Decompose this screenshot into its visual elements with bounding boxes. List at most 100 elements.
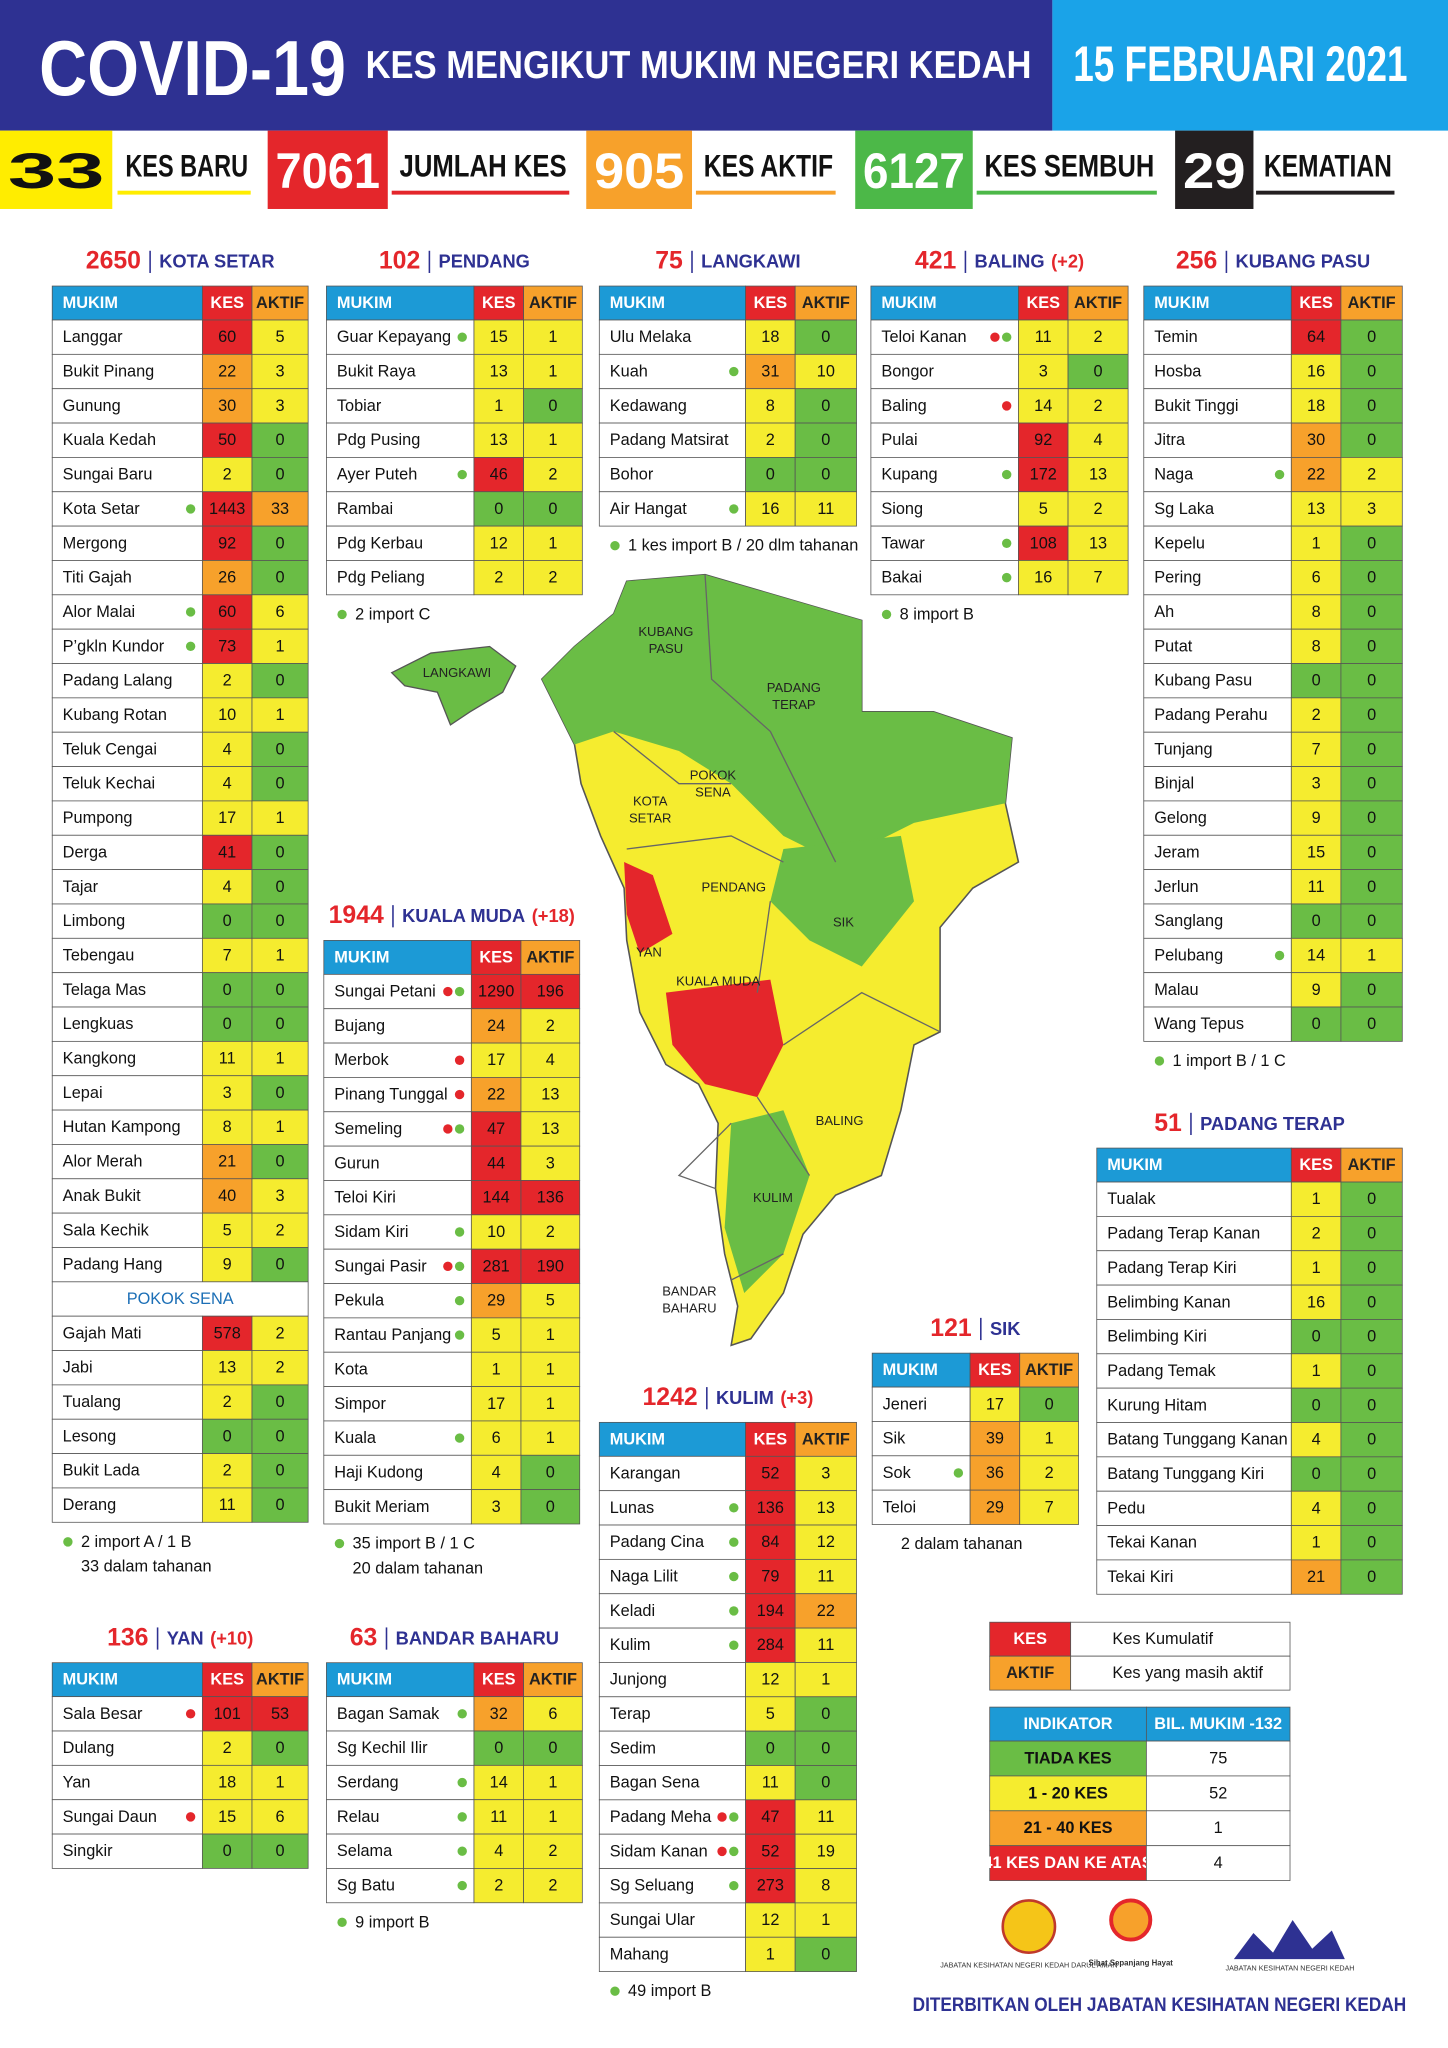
district-total: 421	[915, 248, 957, 275]
aktif-value: 136	[537, 1189, 564, 1207]
mukim-name: Bukit Lada	[63, 1462, 141, 1480]
mukim-name: Relau	[337, 1808, 380, 1826]
column-header: AKTIF	[529, 1671, 577, 1689]
aktif-cell	[794, 422, 857, 458]
kes-value: 17	[487, 1395, 505, 1413]
logo-caption: Sihat Sepanjang Hayat	[1089, 1959, 1174, 1968]
aktif-cell	[1340, 560, 1403, 596]
aktif-cell	[1340, 1387, 1403, 1423]
summary-label: KES AKTIF	[704, 148, 833, 183]
kes-cell	[201, 731, 253, 767]
mukim-cell	[598, 388, 746, 424]
kes-value: 2	[494, 569, 503, 587]
aktif-value: 1	[546, 1429, 555, 1447]
map-label: PADANG TERAP	[767, 680, 821, 712]
map-label: YAN	[636, 945, 662, 960]
aktif-cell	[251, 422, 309, 458]
indicator-label: 21 - 40 KES	[1024, 1819, 1113, 1837]
aktif-cell	[1340, 903, 1403, 939]
aktif-value: 0	[1367, 534, 1376, 552]
aktif-cell	[520, 1386, 581, 1422]
aktif-cell	[520, 1008, 581, 1044]
mukim-name: Jerlun	[1154, 878, 1198, 896]
aktif-value: 0	[821, 1945, 830, 1963]
mukim-cell	[1096, 1490, 1292, 1526]
mukim-cell	[1096, 1181, 1292, 1217]
kes-cell	[969, 1386, 1021, 1422]
mukim-name: Teloi Kiri	[334, 1189, 396, 1207]
mukim-cell	[870, 422, 1019, 458]
mukim-name: Sg Kechil Ilir	[337, 1739, 428, 1757]
aktif-value: 0	[276, 1427, 285, 1445]
status-dot	[729, 1503, 739, 1513]
status-dot	[457, 1812, 467, 1822]
indicator-count: 52	[1209, 1784, 1227, 1802]
mukim-name: Sungai Pasir	[334, 1257, 427, 1275]
kes-cell	[1018, 353, 1069, 390]
mukim-cell	[326, 388, 475, 424]
aktif-cell	[794, 1593, 857, 1629]
aktif-cell	[251, 1350, 309, 1386]
district-name: POKOK SENA	[127, 1290, 234, 1308]
aktif-cell	[1019, 1386, 1079, 1422]
status-dot	[729, 366, 739, 377]
kes-value: 2	[1312, 1225, 1321, 1243]
aktif-cell	[251, 319, 309, 355]
mukim-cell	[870, 560, 1019, 596]
mukim-cell	[51, 491, 203, 527]
aktif-cell	[520, 1214, 581, 1250]
mukim-name: Sedim	[610, 1739, 656, 1757]
kes-cell	[745, 1868, 796, 1904]
mukim-name: Padang Matsirat	[610, 431, 729, 449]
aktif-value: 0	[276, 981, 285, 999]
mukim-name: Serdang	[337, 1774, 399, 1792]
kes-value: 18	[218, 1774, 236, 1792]
mukim-cell	[1096, 1250, 1292, 1286]
aktif-cell	[520, 1145, 581, 1181]
aktif-value: 13	[541, 1086, 559, 1104]
logo	[1001, 1899, 1057, 1954]
district-change: (+18)	[532, 905, 575, 926]
kes-value: 281	[483, 1257, 510, 1275]
aktif-value: 1	[276, 1050, 285, 1068]
header-cell	[745, 285, 796, 321]
kes-value: 172	[1030, 466, 1057, 484]
aktif-value: 0	[821, 1705, 830, 1723]
status-dot	[185, 641, 196, 652]
mukim-name: Gurun	[334, 1154, 379, 1172]
kes-value: 11	[1035, 328, 1052, 346]
aktif-cell	[251, 1178, 309, 1214]
mukim-name: Putat	[1154, 637, 1193, 655]
aktif-value: 0	[1367, 1328, 1376, 1346]
aktif-value: 2	[1094, 397, 1103, 415]
kes-cell	[1290, 903, 1342, 939]
aktif-value: 0	[1367, 397, 1376, 415]
mukim-name: Jeram	[1154, 843, 1199, 861]
kes-value: 1290	[478, 983, 514, 1001]
kes-value: 8	[223, 1118, 232, 1136]
column-header: AKTIF	[1025, 1361, 1073, 1379]
mukim-name: Belimbing Kiri	[1107, 1328, 1207, 1346]
aktif-value: 0	[1045, 1395, 1054, 1413]
status-dot	[717, 1846, 727, 1857]
aktif-cell	[1340, 1525, 1403, 1561]
mukim-name: Junjong	[610, 1671, 667, 1689]
kes-cell	[1018, 491, 1069, 527]
aktif-value: 1	[276, 809, 285, 827]
mukim-name: Sala Besar	[63, 1705, 143, 1723]
aktif-cell	[251, 560, 309, 596]
kes-value: 0	[1312, 1396, 1321, 1414]
header-cell	[1340, 1147, 1403, 1183]
aktif-value: 0	[276, 843, 285, 861]
status-dot	[443, 986, 453, 997]
mukim-cell	[1143, 628, 1292, 664]
aktif-cell	[251, 663, 309, 699]
mukim-cell	[1096, 1319, 1292, 1355]
aktif-value: 0	[276, 740, 285, 758]
note-dot	[881, 609, 892, 620]
aktif-value: 1	[276, 946, 285, 964]
aktif-value: 2	[1367, 466, 1376, 484]
mukim-name: Derga	[63, 843, 108, 861]
